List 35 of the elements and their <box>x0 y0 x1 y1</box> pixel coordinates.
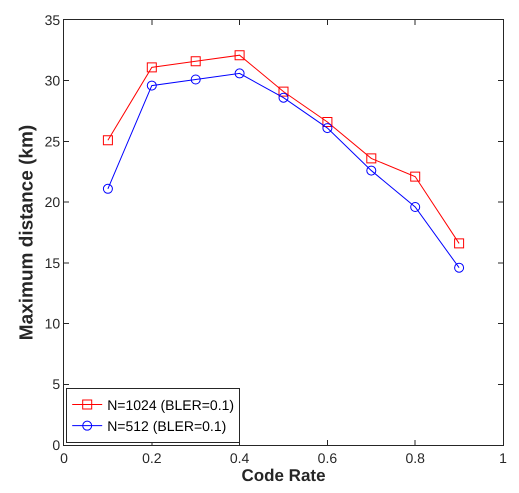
point <box>322 123 332 134</box>
x-axis-title: Code Rate <box>241 466 326 485</box>
legend-label: N=512 (BLER=0.1) <box>107 418 226 434</box>
point <box>410 172 420 182</box>
y-tick-label: 25 <box>44 133 60 150</box>
point <box>146 62 157 72</box>
point <box>366 153 376 164</box>
y-tick-label: 5 <box>52 376 60 392</box>
point <box>454 262 464 273</box>
point <box>190 74 201 84</box>
x-tick-label: 0.4 <box>230 450 250 466</box>
point <box>278 92 288 103</box>
point <box>322 117 332 127</box>
y-axis-title: Maximum distance (km) <box>16 124 38 340</box>
x-tick-label: 0.6 <box>318 450 338 466</box>
point <box>146 80 157 91</box>
legend-label: N=1024 (BLER=0.1) <box>107 396 234 413</box>
y-tick-label: 30 <box>44 72 60 89</box>
x-tick-label: 1 <box>499 450 508 466</box>
point <box>190 56 201 66</box>
y-tick-label: 10 <box>44 315 60 332</box>
point <box>454 238 464 248</box>
y-tick-label: 20 <box>44 194 60 210</box>
y-tick-label: 35 <box>44 12 60 28</box>
point <box>366 166 376 176</box>
point <box>234 50 245 60</box>
point <box>410 202 420 212</box>
x-tick-label: 0.2 <box>142 450 162 466</box>
point <box>234 68 245 78</box>
point <box>278 86 288 97</box>
point <box>102 184 113 194</box>
y-tick-label: 15 <box>44 254 60 271</box>
point <box>102 135 113 146</box>
y-tick-label: 0 <box>52 436 60 453</box>
x-tick-label: 0.8 <box>405 450 426 466</box>
